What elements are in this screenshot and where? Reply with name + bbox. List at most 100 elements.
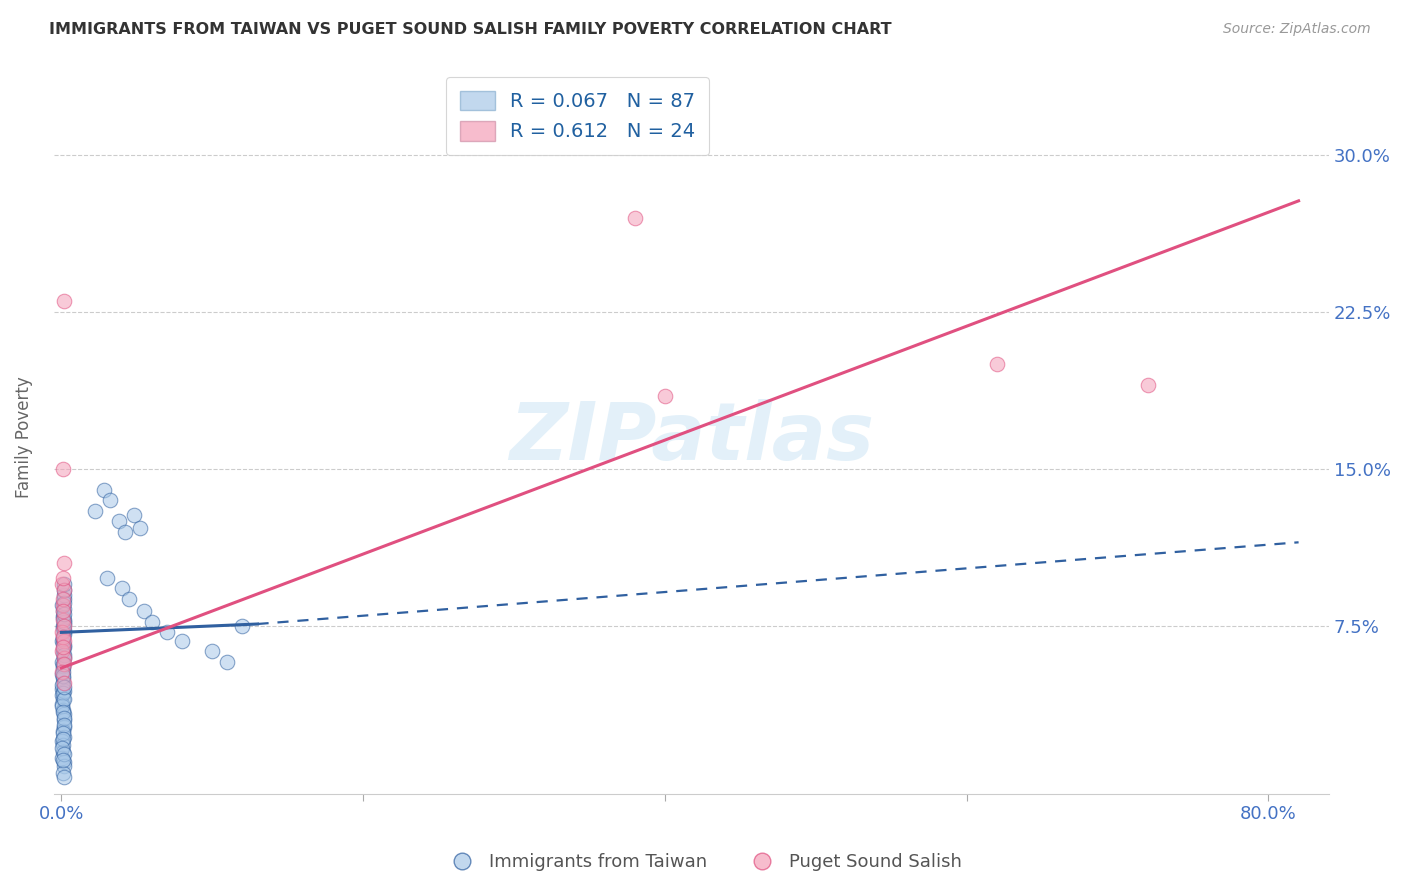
Point bbox=[51, 751, 73, 765]
Point bbox=[52, 636, 75, 650]
Point bbox=[52, 613, 75, 627]
Point bbox=[111, 582, 134, 596]
Point bbox=[52, 703, 75, 717]
Point bbox=[134, 604, 156, 618]
Point bbox=[52, 621, 75, 635]
Point bbox=[53, 675, 76, 690]
Point bbox=[52, 571, 75, 585]
Point bbox=[51, 644, 73, 658]
Point bbox=[52, 770, 75, 784]
Point bbox=[52, 462, 75, 476]
Point bbox=[52, 604, 75, 618]
Point bbox=[53, 556, 76, 570]
Point bbox=[201, 644, 224, 658]
Point bbox=[52, 638, 75, 652]
Point bbox=[52, 615, 75, 629]
Point bbox=[51, 688, 73, 702]
Point bbox=[52, 627, 75, 641]
Point bbox=[172, 633, 194, 648]
Point bbox=[53, 596, 76, 610]
Point bbox=[52, 611, 75, 625]
Point bbox=[52, 765, 75, 780]
Point bbox=[51, 740, 73, 755]
Point bbox=[52, 650, 75, 665]
Point bbox=[53, 720, 76, 734]
Point bbox=[53, 294, 76, 309]
Point bbox=[98, 493, 121, 508]
Text: IMMIGRANTS FROM TAIWAN VS PUGET SOUND SALISH FAMILY POVERTY CORRELATION CHART: IMMIGRANTS FROM TAIWAN VS PUGET SOUND SA… bbox=[49, 22, 891, 37]
Point bbox=[51, 734, 73, 748]
Point bbox=[52, 583, 75, 598]
Point bbox=[114, 524, 136, 539]
Point bbox=[52, 608, 75, 623]
Point bbox=[52, 624, 75, 638]
Point bbox=[52, 669, 75, 683]
Point bbox=[52, 661, 75, 675]
Point bbox=[53, 588, 76, 602]
Point bbox=[53, 602, 76, 616]
Point bbox=[107, 514, 129, 528]
Point bbox=[53, 692, 76, 706]
Point bbox=[52, 726, 75, 740]
Point bbox=[654, 389, 676, 403]
Point bbox=[52, 591, 75, 606]
Point bbox=[51, 633, 73, 648]
Point bbox=[53, 648, 76, 663]
Point bbox=[231, 619, 253, 633]
Point bbox=[122, 508, 145, 522]
Point bbox=[52, 630, 75, 644]
Point bbox=[52, 723, 75, 738]
Point bbox=[53, 684, 76, 698]
Point bbox=[51, 625, 73, 640]
Point bbox=[52, 739, 75, 753]
Point bbox=[51, 577, 73, 591]
Point bbox=[52, 730, 75, 744]
Point bbox=[52, 640, 75, 654]
Point bbox=[51, 678, 73, 692]
Point bbox=[52, 732, 75, 747]
Point bbox=[52, 672, 75, 686]
Point bbox=[53, 650, 76, 665]
Point bbox=[141, 615, 163, 629]
Point bbox=[52, 705, 75, 719]
Point bbox=[986, 357, 1008, 371]
Point bbox=[53, 717, 76, 731]
Point bbox=[52, 711, 75, 725]
Point bbox=[52, 583, 75, 598]
Point bbox=[52, 630, 75, 644]
Text: Source: ZipAtlas.com: Source: ZipAtlas.com bbox=[1223, 22, 1371, 37]
Point bbox=[52, 659, 75, 673]
Legend: Immigrants from Taiwan, Puget Sound Salish: Immigrants from Taiwan, Puget Sound Sali… bbox=[437, 847, 969, 879]
Point bbox=[53, 747, 76, 761]
Point bbox=[52, 619, 75, 633]
Point bbox=[217, 655, 239, 669]
Text: ZIPatlas: ZIPatlas bbox=[509, 399, 873, 476]
Point bbox=[52, 675, 75, 690]
Point bbox=[52, 745, 75, 759]
Point bbox=[53, 657, 76, 671]
Point bbox=[52, 642, 75, 657]
Point bbox=[51, 667, 73, 681]
Point bbox=[51, 697, 73, 711]
Point bbox=[53, 707, 76, 722]
Point bbox=[96, 571, 118, 585]
Point bbox=[118, 591, 141, 606]
Point bbox=[52, 692, 75, 706]
Point bbox=[51, 655, 73, 669]
Point bbox=[53, 591, 76, 606]
Point bbox=[52, 665, 75, 680]
Point bbox=[93, 483, 115, 497]
Point bbox=[52, 598, 75, 612]
Point bbox=[52, 646, 75, 660]
Point bbox=[53, 680, 76, 694]
Point bbox=[51, 681, 73, 696]
Point bbox=[1136, 378, 1159, 392]
Legend: R = 0.067   N = 87, R = 0.612   N = 24: R = 0.067 N = 87, R = 0.612 N = 24 bbox=[446, 77, 709, 155]
Point bbox=[53, 619, 76, 633]
Point bbox=[53, 640, 76, 654]
Y-axis label: Family Poverty: Family Poverty bbox=[15, 376, 32, 499]
Point bbox=[51, 598, 73, 612]
Point bbox=[52, 753, 75, 767]
Point bbox=[52, 617, 75, 632]
Point bbox=[623, 211, 645, 225]
